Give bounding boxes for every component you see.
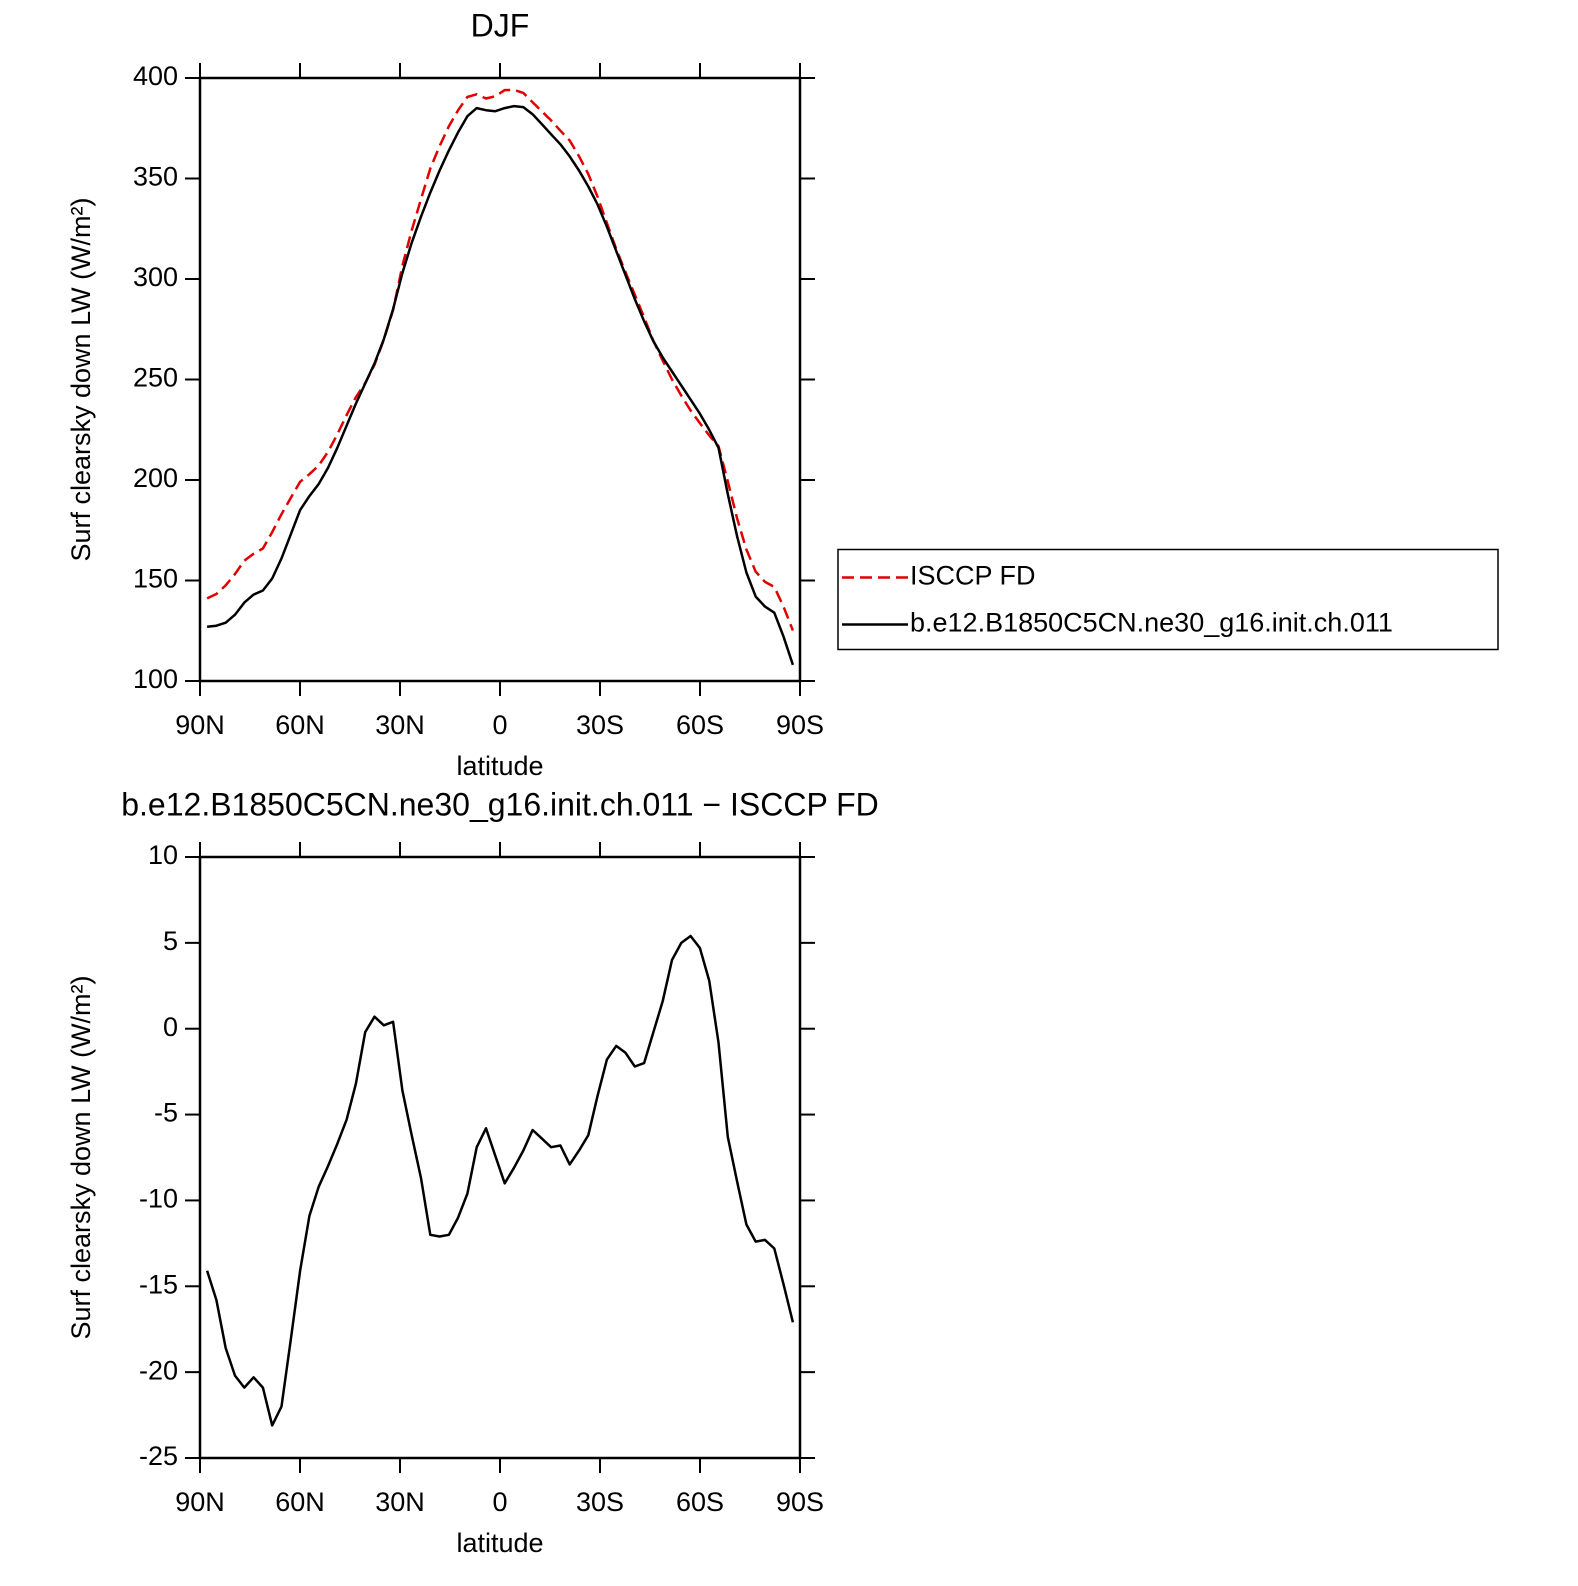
y-tick-label: 5 xyxy=(163,926,178,956)
y-tick-label: -25 xyxy=(139,1441,178,1471)
x-tick-label: 90N xyxy=(175,1487,225,1517)
x-tick-label: 30S xyxy=(576,1487,624,1517)
x-tick-label: 30S xyxy=(576,710,624,740)
chart-title: DJF xyxy=(471,7,530,43)
x-tick-label: 0 xyxy=(492,710,507,740)
y-tick-label: 400 xyxy=(133,61,178,91)
y-tick-label: 150 xyxy=(133,564,178,594)
legend-box xyxy=(837,548,1499,651)
y-tick-label: 250 xyxy=(133,363,178,393)
x-axis-label: latitude xyxy=(456,751,543,781)
plot-frame xyxy=(198,76,802,683)
x-tick-label: 90N xyxy=(175,710,225,740)
y-tick-label: 200 xyxy=(133,463,178,493)
x-tick-label: 30N xyxy=(375,710,425,740)
y-tick-label: 100 xyxy=(133,664,178,694)
x-tick-label: 0 xyxy=(492,1487,507,1517)
legend-label: ISCCP FD xyxy=(910,561,1036,591)
x-tick-label: 90S xyxy=(776,710,824,740)
y-tick-label: -5 xyxy=(154,1098,178,1128)
x-tick-label: 30N xyxy=(375,1487,425,1517)
plot-frame xyxy=(198,855,802,1460)
y-axis-label: Surf clearsky down LW (W/m²) xyxy=(66,975,96,1339)
x-tick-label: 60S xyxy=(676,710,724,740)
y-tick-label: -20 xyxy=(139,1355,178,1385)
x-tick-label: 60N xyxy=(275,1487,325,1517)
data-line xyxy=(206,88,795,631)
y-tick-label: 350 xyxy=(133,162,178,192)
data-line xyxy=(205,934,795,1427)
y-tick-label: 300 xyxy=(133,262,178,292)
y-tick-label: 10 xyxy=(148,840,178,870)
chart-title: b.e12.B1850C5CN.ne30_g16.init.ch.011 − I… xyxy=(121,786,879,822)
y-tick-label: 0 xyxy=(163,1012,178,1042)
y-axis-label: Surf clearsky down LW (W/m²) xyxy=(66,197,96,561)
x-tick-label: 90S xyxy=(776,1487,824,1517)
x-axis-label: latitude xyxy=(456,1528,543,1558)
data-line xyxy=(206,104,795,666)
y-tick-label: -15 xyxy=(139,1269,178,1299)
x-tick-label: 60S xyxy=(676,1487,724,1517)
legend-label: b.e12.B1850C5CN.ne30_g16.init.ch.011 xyxy=(910,608,1393,638)
x-tick-label: 60N xyxy=(275,710,325,740)
y-tick-label: -10 xyxy=(139,1184,178,1214)
